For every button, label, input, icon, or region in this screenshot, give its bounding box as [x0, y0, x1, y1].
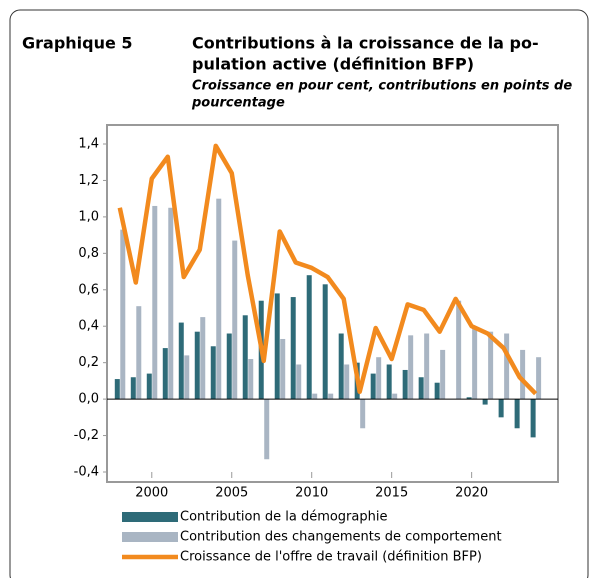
chart-label: Graphique 5 [22, 34, 133, 53]
bar [248, 359, 253, 399]
bar [536, 357, 541, 399]
y-tick-label: -0,4 [74, 465, 99, 480]
bar [515, 399, 520, 428]
bar [499, 399, 504, 417]
bar [344, 364, 349, 399]
legend-label: Contribution de la démographie [180, 510, 387, 525]
y-tick-label: 1,4 [78, 137, 99, 152]
bar [435, 383, 440, 399]
y-tick-label: 0,2 [78, 355, 99, 370]
bar [531, 399, 536, 437]
y-tick-label: 0,0 [78, 392, 99, 407]
y-tick-label: -0,2 [74, 428, 99, 443]
y-tick-label: 1,0 [78, 209, 99, 224]
bar [328, 394, 333, 399]
y-tick-label: 0,8 [78, 246, 99, 261]
bar [472, 328, 477, 399]
bar [291, 297, 296, 399]
bar [419, 377, 424, 399]
bar [275, 293, 280, 399]
chart-title: pulation active (définition BFP) [192, 55, 474, 74]
bar [243, 315, 248, 399]
bar [307, 275, 312, 399]
bar [339, 334, 344, 400]
y-tick-label: 1,2 [78, 173, 99, 188]
bar [312, 394, 317, 399]
bar [280, 339, 285, 399]
chart-title: Contributions à la croissance de la po- [192, 34, 539, 53]
bar [184, 355, 189, 399]
chart-subtitle: pourcentage [191, 96, 285, 111]
bar [371, 374, 376, 400]
bar [504, 334, 509, 400]
legend-swatch [122, 512, 178, 522]
bar [195, 332, 200, 399]
legend-label: Contribution des changements de comporte… [180, 530, 502, 545]
bar [456, 301, 461, 399]
bar [296, 364, 301, 399]
x-tick-label: 2015 [375, 486, 408, 501]
bar [232, 241, 237, 400]
legend-label: Croissance de l'offre de travail (défini… [180, 550, 482, 565]
bar [483, 399, 488, 404]
bar [211, 346, 216, 399]
bar [163, 348, 168, 399]
bar [120, 230, 125, 399]
bar [488, 332, 493, 399]
x-tick-label: 2020 [455, 486, 488, 501]
x-tick-label: 2010 [295, 486, 328, 501]
bar [392, 394, 397, 399]
bar [360, 399, 365, 428]
y-tick-label: 0,4 [78, 319, 99, 334]
chart-subtitle: Croissance en pour cent, contributions e… [192, 79, 572, 94]
bar [152, 206, 157, 399]
bar [323, 284, 328, 399]
bar [440, 350, 445, 399]
legend-swatch [122, 532, 178, 542]
bar [264, 399, 269, 459]
bar [131, 377, 136, 399]
bar [376, 357, 381, 399]
bar [200, 317, 205, 399]
bar [147, 374, 152, 400]
bar [408, 335, 413, 399]
bar [179, 323, 184, 400]
bar [115, 379, 120, 399]
bar [227, 334, 232, 400]
y-tick-label: 0,6 [78, 282, 99, 297]
x-tick-label: 2005 [215, 486, 248, 501]
bar [216, 199, 221, 399]
bar [424, 334, 429, 400]
bar [520, 350, 525, 399]
bar [387, 364, 392, 399]
x-tick-label: 2000 [135, 486, 168, 501]
bar [403, 370, 408, 399]
bar [136, 306, 141, 399]
bar [168, 208, 173, 399]
